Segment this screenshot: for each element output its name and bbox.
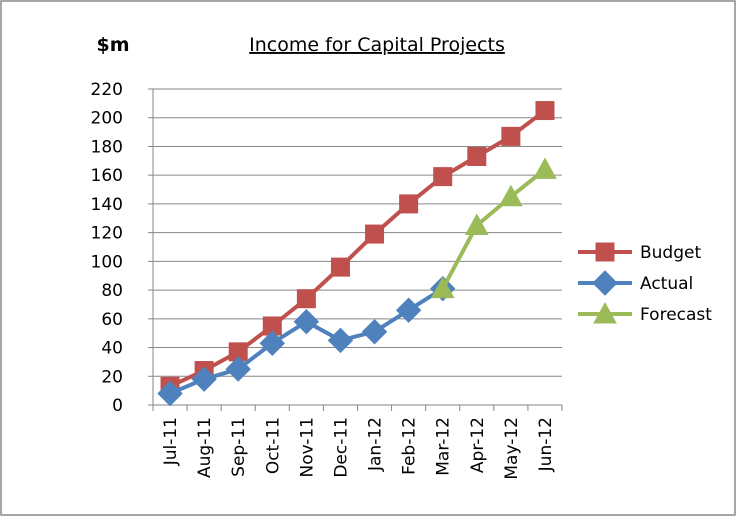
- data-point: [225, 356, 251, 382]
- legend-marker: [595, 242, 615, 262]
- x-tick-label: Mar-12: [434, 417, 454, 476]
- x-tick-label: Nov-11: [297, 417, 317, 478]
- data-point: [499, 184, 523, 207]
- y-tick-label: 20: [101, 367, 123, 387]
- y-tick-label: 60: [101, 310, 123, 330]
- data-point: [191, 366, 217, 392]
- data-point: [433, 167, 453, 187]
- y-tick-label: 100: [91, 252, 123, 272]
- y-tick-label: 140: [91, 195, 123, 215]
- data-point: [330, 257, 350, 277]
- data-point: [259, 330, 285, 356]
- x-tick-label: Jan-12: [366, 417, 386, 472]
- data-point: [501, 126, 521, 146]
- data-point: [365, 224, 385, 244]
- data-point: [399, 194, 419, 214]
- y-tick-label: 80: [101, 281, 123, 301]
- x-tick-label: Feb-12: [400, 417, 420, 475]
- legend-label: Forecast: [640, 305, 712, 325]
- x-tick-label: Jun-12: [536, 417, 556, 472]
- x-tick-label: Dec-11: [331, 417, 351, 478]
- x-tick-label: Sep-11: [229, 417, 249, 477]
- x-tick-label: May-12: [502, 417, 522, 480]
- y-axis-label: $m: [96, 34, 129, 56]
- chart-title: Income for Capital Projects: [249, 34, 505, 56]
- y-tick-label: 200: [91, 109, 123, 129]
- y-tick-label: 180: [91, 137, 123, 157]
- legend-label: Budget: [640, 243, 701, 263]
- y-tick-label: 160: [91, 166, 123, 186]
- data-point: [467, 147, 487, 167]
- y-tick-label: 40: [101, 339, 123, 359]
- legend-marker: [593, 301, 617, 324]
- x-tick-label: Aug-11: [195, 417, 215, 478]
- data-point: [533, 157, 557, 179]
- legend-label: Actual: [640, 274, 693, 294]
- data-point: [296, 289, 316, 309]
- data-point: [361, 319, 388, 345]
- data-point: [464, 213, 489, 235]
- y-tick-label: 120: [91, 224, 123, 244]
- series-line: [440, 167, 547, 290]
- data-point: [395, 297, 422, 323]
- legend-marker: [592, 270, 618, 296]
- x-tick-label: Apr-12: [468, 417, 488, 473]
- y-tick-label: 220: [91, 80, 123, 100]
- x-tick-label: Jul-11: [161, 417, 181, 466]
- y-tick-label: 0: [112, 396, 123, 416]
- data-point: [430, 276, 455, 299]
- x-tick-label: Oct-11: [263, 417, 283, 474]
- data-point: [327, 327, 354, 354]
- data-point: [293, 308, 320, 335]
- data-point: [157, 380, 183, 407]
- data-point: [535, 101, 555, 121]
